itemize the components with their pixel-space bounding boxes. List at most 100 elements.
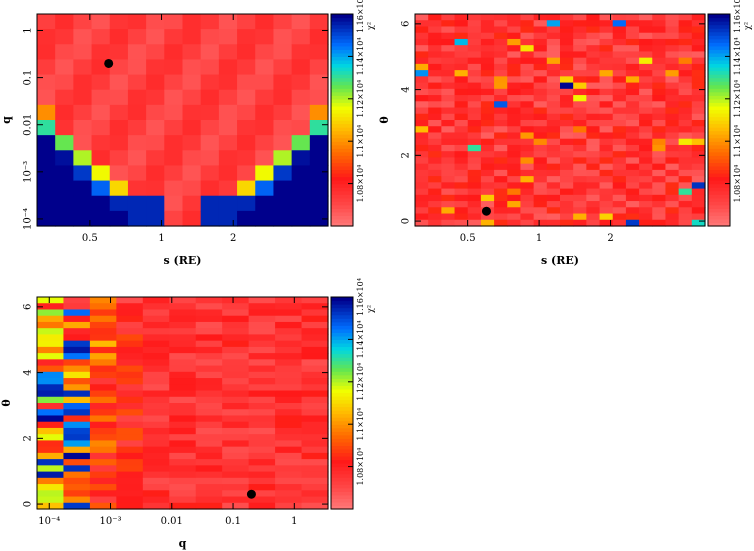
heatmap-cell xyxy=(467,219,482,227)
colorbar-swatch xyxy=(331,353,353,358)
colorbar-swatch xyxy=(331,56,353,61)
heatmap-cell xyxy=(625,88,640,96)
heatmap-cell xyxy=(248,403,276,410)
heatmap-cell xyxy=(441,76,456,84)
heatmap-cell xyxy=(573,14,587,21)
heatmap-cell xyxy=(273,165,293,182)
heatmap-cell xyxy=(467,182,482,190)
heatmap-cell xyxy=(415,126,429,134)
colorbar-swatch xyxy=(331,311,353,316)
heatmap-cell xyxy=(546,51,561,59)
heatmap-cell xyxy=(37,104,56,121)
heatmap-cell xyxy=(533,95,548,102)
heatmap-cell xyxy=(639,163,653,171)
heatmap-cell xyxy=(291,120,311,136)
heatmap-cell xyxy=(507,76,522,84)
heatmap-cell xyxy=(116,502,144,510)
heatmap-cell xyxy=(428,213,442,221)
heatmap-cell xyxy=(89,396,117,404)
heatmap-cell xyxy=(560,213,574,221)
heatmap-cell xyxy=(573,38,587,46)
heatmap-cell xyxy=(573,57,587,65)
heatmap-cell xyxy=(586,207,601,215)
heatmap-cell xyxy=(116,490,144,498)
heatmap-cell xyxy=(116,297,144,304)
heatmap-cell xyxy=(612,151,627,159)
heatmap-cell xyxy=(507,107,522,115)
heatmap-cell xyxy=(428,76,442,84)
heatmap-cell xyxy=(454,95,469,102)
heatmap-cell xyxy=(454,76,469,84)
heatmap-cell xyxy=(586,151,601,159)
heatmap-cell xyxy=(142,452,170,460)
heatmap-cell xyxy=(625,126,640,134)
heatmap-cell xyxy=(678,57,693,65)
heatmap-cell xyxy=(665,182,680,190)
heatmap-cell xyxy=(37,427,65,435)
heatmap-cell xyxy=(164,14,184,30)
heatmap-cell xyxy=(441,188,456,196)
heatmap-cell xyxy=(546,194,561,202)
heatmap-cell xyxy=(546,120,561,127)
heatmap-cell xyxy=(248,384,276,392)
heatmap-cell xyxy=(652,20,667,28)
heatmap-cell xyxy=(37,210,56,227)
heatmap-cell xyxy=(678,132,693,140)
heatmap-cell xyxy=(441,163,456,171)
heatmap-cell xyxy=(415,194,429,202)
heatmap-cell xyxy=(222,353,250,360)
heatmap-cell xyxy=(586,176,601,183)
heatmap-cell xyxy=(494,201,508,208)
heatmap-cell xyxy=(560,38,574,46)
heatmap-cell xyxy=(248,490,276,498)
heatmap-cell xyxy=(467,138,482,146)
heatmap-cell xyxy=(494,20,508,28)
heatmap-cell xyxy=(37,334,65,342)
heatmap-cell xyxy=(533,126,548,134)
heatmap-cell xyxy=(678,194,693,202)
heatmap-cell xyxy=(164,120,184,136)
heatmap-cell xyxy=(273,29,293,45)
heatmap-cell xyxy=(441,144,456,152)
heatmap-cell xyxy=(441,113,456,121)
heatmap-cell xyxy=(467,20,482,28)
heatmap-cell xyxy=(573,213,587,221)
heatmap-cell xyxy=(560,219,574,227)
heatmap-cell xyxy=(248,440,276,448)
colorbar-swatch xyxy=(331,342,353,348)
colorbar-swatch xyxy=(331,123,353,128)
heatmap-cell xyxy=(37,340,65,348)
heatmap-cell xyxy=(599,144,614,152)
heatmap-cell xyxy=(507,32,522,40)
heatmap-cell xyxy=(560,26,574,34)
x-tick-label: 0.01 xyxy=(161,516,183,527)
heatmap-cell xyxy=(428,120,442,127)
heatmap-cell xyxy=(55,44,74,61)
heatmap-cell xyxy=(625,194,640,202)
heatmap-cell xyxy=(55,135,74,151)
heatmap-cell xyxy=(275,315,303,323)
heatmap-cell xyxy=(494,51,508,59)
heatmap-cell xyxy=(291,180,311,197)
heatmap-cell xyxy=(37,403,65,410)
heatmap-cell xyxy=(665,107,680,115)
heatmap-cell xyxy=(533,20,548,28)
heatmap-cell xyxy=(89,452,117,460)
heatmap-cell xyxy=(428,126,442,134)
heatmap-cell xyxy=(415,163,429,171)
colorbar-swatch xyxy=(331,17,353,22)
heatmap-cell xyxy=(218,180,238,197)
colorbar-tick-label: 1.16×10⁴ xyxy=(356,0,365,33)
heatmap-cell xyxy=(691,163,706,171)
colorbar-swatch xyxy=(331,130,353,135)
heatmap-cell xyxy=(301,346,329,354)
colorbar-swatch xyxy=(331,49,353,54)
colorbar-swatch xyxy=(331,183,353,188)
heatmap-cell xyxy=(494,188,508,196)
heatmap-cell xyxy=(652,207,667,215)
heatmap-cell xyxy=(309,44,329,61)
colorbar-swatch xyxy=(708,105,730,110)
colorbar-swatch xyxy=(708,49,730,54)
heatmap-cell xyxy=(639,45,653,53)
x-axis-label: s (RE) xyxy=(164,254,202,267)
